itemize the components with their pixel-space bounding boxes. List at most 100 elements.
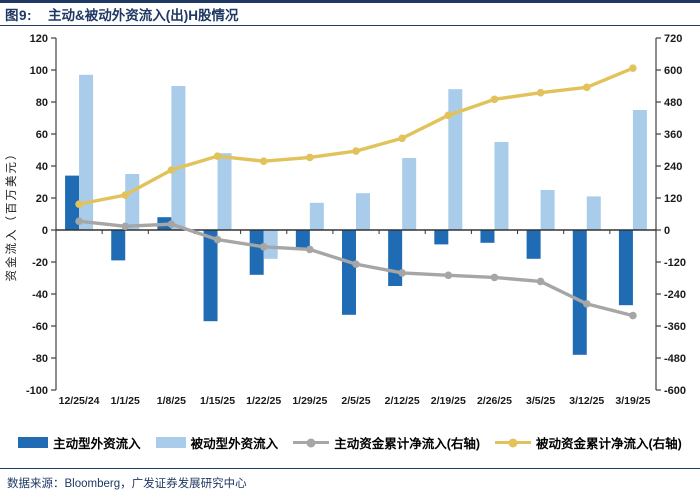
svg-text:3/12/25: 3/12/25 <box>569 395 604 407</box>
bar <box>526 230 541 259</box>
passive-bar-swatch <box>155 437 186 448</box>
bar <box>125 174 140 230</box>
svg-text:-360: -360 <box>664 321 686 333</box>
line-marker <box>582 83 591 92</box>
bar <box>572 230 587 355</box>
line-marker <box>259 157 268 165</box>
svg-text:-240: -240 <box>664 289 686 301</box>
bar <box>618 230 633 306</box>
bar <box>249 230 264 275</box>
figure-label: 图9: <box>5 8 33 23</box>
line-marker <box>398 269 406 277</box>
svg-text:-20: -20 <box>32 257 48 269</box>
passive-line-swatch <box>495 438 532 447</box>
svg-text:120: 120 <box>30 33 48 45</box>
bar <box>434 230 449 245</box>
bar <box>111 230 126 261</box>
bar <box>65 175 80 230</box>
line-marker <box>444 271 453 280</box>
svg-text:2/19/25: 2/19/25 <box>431 395 466 407</box>
bar <box>388 230 403 286</box>
bar <box>171 86 186 230</box>
footer-divider <box>0 468 700 469</box>
line-marker <box>629 64 637 72</box>
line-marker <box>121 191 130 199</box>
figure-header: 图9: 主动&被动外资流入(出)H股情况 <box>0 0 700 26</box>
bar <box>356 193 370 230</box>
line-marker <box>259 243 268 251</box>
left-axis-title: 资金流入（百万美元） <box>4 147 18 282</box>
svg-text:100: 100 <box>30 65 48 77</box>
bar <box>203 230 218 322</box>
bar <box>217 153 232 230</box>
legend-label: 被动型外资流入 <box>190 437 279 451</box>
right-axis-ticks: 720 600 480 360 240 120 0 -120 -240 -360 -480 -600 <box>664 33 686 397</box>
bar <box>448 89 463 230</box>
line-marker <box>490 273 499 282</box>
svg-text:-80: -80 <box>32 353 48 365</box>
active-cum-line <box>75 217 637 320</box>
svg-text:-480: -480 <box>664 353 686 365</box>
bar <box>494 142 509 230</box>
svg-text:80: 80 <box>36 97 48 109</box>
svg-text:1/1/25: 1/1/25 <box>111 395 140 407</box>
x-axis <box>55 229 657 234</box>
line-marker <box>352 260 360 268</box>
svg-text:0: 0 <box>664 225 670 237</box>
svg-text:1/8/25: 1/8/25 <box>157 395 186 407</box>
bar <box>632 110 647 230</box>
line-marker <box>167 220 176 228</box>
svg-text:720: 720 <box>664 33 682 45</box>
line-marker <box>167 166 176 174</box>
svg-text:360: 360 <box>664 129 682 141</box>
line-marker-dot <box>508 438 518 447</box>
bar <box>402 158 417 230</box>
svg-text:40: 40 <box>36 161 48 173</box>
line-marker <box>306 245 314 254</box>
svg-text:-600: -600 <box>664 385 686 397</box>
svg-text:3/19/25: 3/19/25 <box>615 395 650 407</box>
line-marker <box>444 111 453 120</box>
svg-text:1/15/25: 1/15/25 <box>200 395 235 407</box>
passive-cum-line <box>75 64 637 208</box>
line-marker <box>121 222 130 231</box>
legend-label: 主动型外资流入 <box>53 437 141 451</box>
line-marker <box>629 311 637 320</box>
legend-item-active-line: 主动资金累计净流入(右轴) <box>293 433 480 452</box>
line-marker <box>213 235 222 244</box>
svg-text:2/5/25: 2/5/25 <box>341 395 370 407</box>
line-marker <box>398 134 406 143</box>
bar <box>309 202 324 230</box>
legend-item-passive-line: 被动资金累计净流入(右轴) <box>495 433 682 452</box>
x-tick-labels: 12/25/24 1/1/25 1/8/25 1/15/25 1/22/25 1/29/2… <box>59 395 651 407</box>
svg-text:600: 600 <box>664 65 682 77</box>
left-axis-ticks: 120 100 80 60 40 20 0 -20 -40 -60 -80 -100 <box>26 33 48 397</box>
svg-text:60: 60 <box>36 129 48 141</box>
bar <box>263 230 278 259</box>
bar <box>480 230 495 243</box>
svg-text:-120: -120 <box>664 257 686 269</box>
y-axes <box>51 37 661 391</box>
svg-text:20: 20 <box>36 193 48 205</box>
svg-text:0: 0 <box>42 225 48 237</box>
bar <box>79 74 94 230</box>
line-marker <box>75 200 83 208</box>
chart-legend: 主动型外资流入 被动型外资流入 主动资金累计净流入(右轴) 被动资金累计净流入(… <box>0 433 700 452</box>
svg-text:2/12/25: 2/12/25 <box>385 395 420 407</box>
svg-text:12/25/24: 12/25/24 <box>59 395 100 407</box>
line-marker <box>352 147 360 155</box>
legend-label: 被动资金累计净流入(右轴) <box>536 437 682 451</box>
line-marker <box>536 88 545 97</box>
active-line-swatch <box>293 438 330 447</box>
svg-text:2/26/25: 2/26/25 <box>477 395 512 407</box>
svg-text:240: 240 <box>664 161 682 173</box>
line-marker <box>213 152 222 160</box>
line-marker-dot <box>306 438 316 447</box>
svg-text:480: 480 <box>664 97 682 109</box>
bar <box>295 230 310 248</box>
line-marker <box>306 153 314 162</box>
passive-bars <box>79 74 647 259</box>
svg-text:1/29/25: 1/29/25 <box>292 395 327 407</box>
legend-label: 主动资金累计净流入(右轴) <box>334 437 481 451</box>
